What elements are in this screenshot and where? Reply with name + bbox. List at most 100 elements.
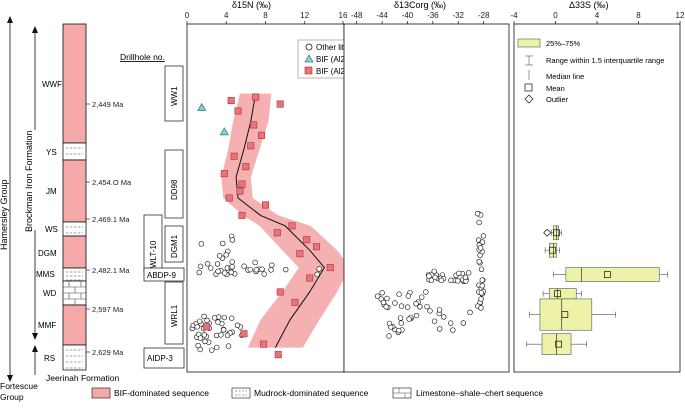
member-box-mmf — [62, 304, 87, 346]
legend-square-marker — [304, 66, 313, 75]
data-point-d13c — [477, 245, 484, 251]
x-tick-label: 8 — [636, 11, 641, 20]
data-point-other — [229, 237, 236, 243]
member-label: JM — [46, 187, 57, 196]
member-box-ws — [62, 221, 87, 237]
data-point-bif-low-al — [326, 264, 334, 272]
data-point-bif-low-al — [303, 236, 311, 244]
data-point-d13c — [423, 289, 429, 295]
x-tick-label: -32 — [452, 11, 464, 20]
data-point-bif-low-al — [273, 229, 281, 237]
data-point-other — [196, 269, 202, 276]
drillhole-heading: Drillhole no. — [120, 52, 165, 62]
data-point-d13c — [427, 308, 433, 314]
data-point-d13c — [431, 318, 438, 324]
member-label: WD — [43, 289, 57, 298]
data-point-bif-low-al — [288, 222, 296, 230]
drillhole-label: WW1 — [170, 86, 179, 106]
data-point-other — [201, 332, 208, 338]
data-point-other — [197, 335, 204, 341]
data-point-d13c — [478, 266, 485, 272]
data-point-bif-low-al — [274, 351, 282, 359]
panel-d13c: δ13Corg (‰) -48 -44 -40 -36 -32 -28 — [343, 0, 510, 373]
data-point-d13c — [383, 304, 389, 310]
bottom-group-label-2: Group — [0, 392, 24, 402]
data-point-other — [215, 268, 221, 275]
data-point-other — [216, 253, 223, 259]
data-point-other — [241, 263, 247, 269]
drillhole-label: ABDP-9 — [147, 271, 176, 280]
data-point-d13c — [386, 320, 393, 327]
data-point-d13c — [398, 320, 404, 326]
member-box-ys — [62, 142, 87, 161]
legend-triangle-marker — [304, 54, 314, 63]
legend-entry: Range within 1.5 interquartile range — [546, 56, 664, 65]
data-point-d13c — [417, 304, 423, 310]
data-point-other — [201, 313, 207, 320]
data-point-other — [259, 266, 265, 272]
iqr-box — [553, 225, 559, 241]
data-point-d13c — [436, 307, 443, 313]
data-point-d13c — [438, 277, 445, 284]
data-point-d13c — [478, 305, 484, 311]
mean-marker — [549, 246, 556, 254]
panel-title: δ15N (‰) — [232, 0, 271, 10]
data-point-d13c — [386, 333, 392, 339]
data-point-bif-low-al — [238, 180, 246, 188]
data-point-d13c — [431, 268, 437, 274]
mean-marker — [553, 229, 560, 237]
data-point-other — [252, 259, 258, 266]
data-point-other — [222, 270, 228, 276]
mean-marker — [604, 271, 611, 278]
drillhole-label: WRL1 — [170, 304, 179, 327]
data-point-other — [220, 240, 226, 247]
data-point-d13c — [478, 296, 484, 302]
legend-box-swatch — [517, 38, 541, 48]
data-point-d13c — [374, 293, 381, 299]
x-tick-label: -48 — [351, 11, 363, 20]
data-point-other — [229, 315, 235, 321]
data-point-bif-high-al — [197, 102, 207, 111]
data-point-bif-low-al — [276, 288, 284, 296]
data-point-d13c — [447, 320, 454, 326]
data-point-other — [229, 264, 235, 270]
legend-entry: Mean — [546, 84, 565, 93]
data-point-other — [195, 342, 201, 349]
member-box-jm — [62, 159, 87, 223]
data-point-bif-low-al — [238, 211, 246, 219]
supergroup-label: Hamersley Group — [0, 179, 9, 250]
panel-title: Δ33S (‰) — [569, 0, 609, 10]
legend-entry: Outlier — [546, 95, 569, 104]
data-point-other — [202, 338, 208, 345]
data-point-other — [215, 319, 221, 325]
data-point-d13c — [413, 312, 420, 319]
x-tick-label: 4 — [224, 11, 229, 20]
outlier-marker — [543, 228, 552, 237]
data-point-d13c — [380, 299, 387, 306]
data-point-bif-low-al — [230, 152, 238, 160]
data-point-other — [228, 269, 234, 276]
member-box-dgm — [62, 235, 87, 269]
top-formation-label: Jeerinah Formation — [46, 373, 120, 383]
member-label: MMS — [36, 270, 55, 279]
x-tick-label: -44 — [376, 11, 388, 20]
data-point-other — [261, 271, 267, 277]
data-point-d13c — [480, 233, 487, 239]
data-point-d13c — [379, 290, 385, 296]
age-label: 2,449 Ma — [92, 100, 124, 109]
data-point-d13c — [428, 277, 435, 283]
x-tick-label: 0 — [185, 11, 190, 20]
data-point-other — [194, 324, 200, 330]
data-point-d13c — [392, 300, 398, 306]
formation-label: Brockman Iron Formation — [24, 130, 34, 232]
bottom-legend: BIF-dominated sequence Mudrock-dominated… — [91, 387, 543, 399]
data-point-other — [214, 344, 220, 351]
data-point-bif-low-al — [261, 201, 269, 209]
data-point-d13c — [450, 327, 456, 333]
data-point-d13c — [479, 277, 485, 283]
data-point-other — [253, 267, 260, 273]
panel3-legend: 25%–75% Range within 1.5 interquartile r… — [517, 38, 664, 104]
data-point-d13c — [396, 291, 402, 297]
member-label: RS — [44, 354, 55, 363]
